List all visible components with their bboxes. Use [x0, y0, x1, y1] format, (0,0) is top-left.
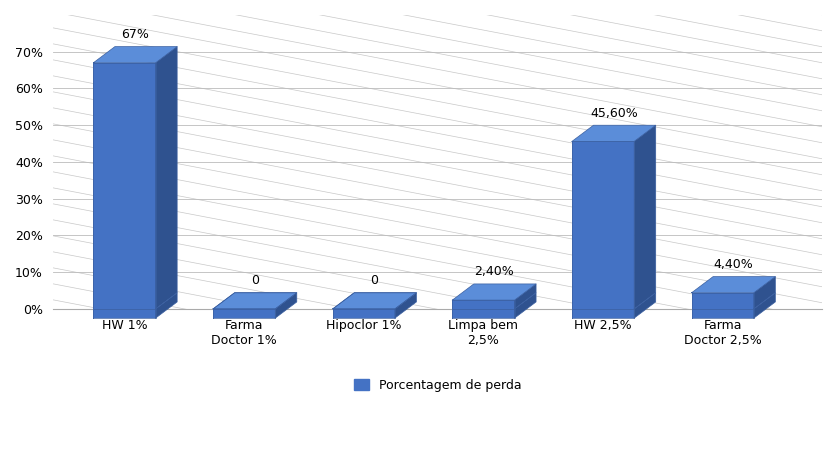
Polygon shape	[213, 293, 297, 309]
Polygon shape	[451, 300, 514, 309]
Text: 4,40%: 4,40%	[713, 258, 752, 271]
Polygon shape	[691, 309, 753, 318]
Polygon shape	[753, 293, 774, 318]
Polygon shape	[332, 293, 416, 309]
Polygon shape	[332, 293, 416, 309]
Polygon shape	[451, 309, 514, 318]
Polygon shape	[571, 309, 634, 318]
Text: 2,40%: 2,40%	[474, 266, 513, 278]
Polygon shape	[753, 277, 774, 309]
Polygon shape	[94, 309, 155, 318]
Polygon shape	[213, 293, 297, 309]
Polygon shape	[571, 142, 634, 309]
Polygon shape	[634, 293, 655, 318]
Polygon shape	[514, 293, 535, 318]
Polygon shape	[571, 125, 655, 142]
Polygon shape	[155, 293, 177, 318]
Text: 0: 0	[370, 274, 378, 287]
Polygon shape	[451, 284, 535, 300]
Polygon shape	[332, 309, 395, 318]
Polygon shape	[691, 293, 753, 309]
Text: 0: 0	[251, 274, 258, 287]
Polygon shape	[213, 309, 275, 318]
Polygon shape	[395, 293, 416, 318]
Text: 67%: 67%	[121, 28, 149, 41]
Polygon shape	[514, 284, 535, 309]
Text: 45,60%: 45,60%	[589, 107, 637, 120]
Polygon shape	[691, 277, 774, 293]
Legend: Porcentagem de perda: Porcentagem de perda	[348, 374, 526, 397]
Polygon shape	[275, 293, 297, 318]
Polygon shape	[94, 47, 177, 63]
Polygon shape	[94, 63, 155, 309]
Polygon shape	[634, 125, 655, 309]
Polygon shape	[155, 47, 177, 309]
